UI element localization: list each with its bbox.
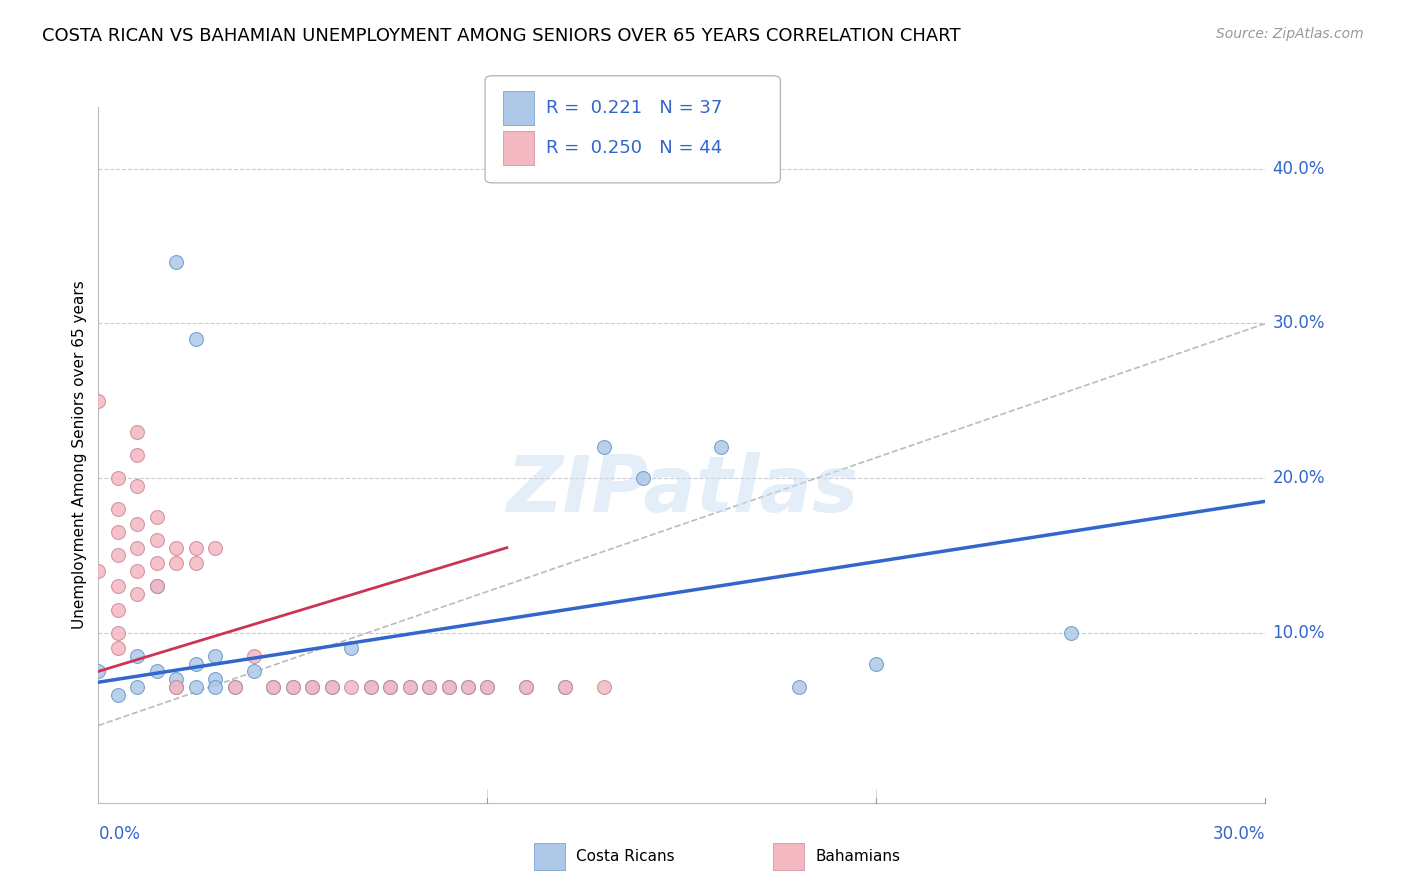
Point bbox=[262, 680, 284, 694]
Point bbox=[127, 564, 149, 578]
Point bbox=[107, 688, 129, 702]
Point bbox=[146, 533, 169, 547]
Text: 20.0%: 20.0% bbox=[1272, 469, 1324, 487]
Y-axis label: Unemployment Among Seniors over 65 years: Unemployment Among Seniors over 65 years bbox=[72, 281, 87, 629]
Point bbox=[321, 680, 343, 694]
Point bbox=[204, 648, 226, 663]
Point bbox=[165, 541, 187, 555]
Point bbox=[593, 680, 616, 694]
Text: Costa Ricans: Costa Ricans bbox=[576, 848, 675, 863]
Point bbox=[165, 680, 187, 694]
Text: 30.0%: 30.0% bbox=[1213, 825, 1265, 843]
Text: 30.0%: 30.0% bbox=[1272, 315, 1324, 333]
Text: 10.0%: 10.0% bbox=[1272, 624, 1324, 641]
Point bbox=[262, 680, 284, 694]
Point bbox=[515, 680, 537, 694]
Point bbox=[477, 680, 499, 694]
Point bbox=[107, 502, 129, 516]
Point bbox=[340, 641, 363, 656]
Point bbox=[87, 393, 110, 408]
Point bbox=[631, 471, 654, 485]
Point bbox=[127, 587, 149, 601]
Point bbox=[301, 680, 323, 694]
Text: 40.0%: 40.0% bbox=[1272, 160, 1324, 178]
Point bbox=[184, 680, 207, 694]
Text: R =  0.250   N = 44: R = 0.250 N = 44 bbox=[546, 139, 721, 157]
Point bbox=[127, 541, 149, 555]
Point bbox=[146, 579, 169, 593]
Point bbox=[457, 680, 479, 694]
Point bbox=[184, 657, 207, 671]
Text: ZIPatlas: ZIPatlas bbox=[506, 451, 858, 528]
Point bbox=[184, 541, 207, 555]
Point bbox=[146, 665, 169, 679]
Point bbox=[107, 641, 129, 656]
Point bbox=[127, 680, 149, 694]
Point bbox=[243, 648, 266, 663]
Point bbox=[398, 680, 420, 694]
Point bbox=[107, 602, 129, 616]
Point bbox=[107, 579, 129, 593]
Point bbox=[146, 579, 169, 593]
Point bbox=[165, 680, 187, 694]
Point bbox=[184, 556, 207, 570]
Point bbox=[321, 680, 343, 694]
Point bbox=[515, 680, 537, 694]
Point bbox=[378, 680, 402, 694]
Point bbox=[224, 680, 246, 694]
Point bbox=[360, 680, 382, 694]
Point bbox=[146, 556, 169, 570]
Point bbox=[204, 541, 226, 555]
Point bbox=[554, 680, 576, 694]
Point bbox=[243, 665, 266, 679]
Point bbox=[127, 648, 149, 663]
Point bbox=[340, 680, 363, 694]
Point bbox=[127, 479, 149, 493]
Point bbox=[107, 525, 129, 540]
Point bbox=[107, 549, 129, 563]
Text: COSTA RICAN VS BAHAMIAN UNEMPLOYMENT AMONG SENIORS OVER 65 YEARS CORRELATION CHA: COSTA RICAN VS BAHAMIAN UNEMPLOYMENT AMO… bbox=[42, 27, 960, 45]
Point bbox=[127, 517, 149, 532]
Point bbox=[107, 625, 129, 640]
Point bbox=[224, 680, 246, 694]
Point bbox=[127, 425, 149, 439]
Point bbox=[165, 556, 187, 570]
Point bbox=[593, 440, 616, 454]
Point bbox=[787, 680, 810, 694]
Text: Bahamians: Bahamians bbox=[815, 848, 900, 863]
Point bbox=[107, 471, 129, 485]
Point bbox=[457, 680, 479, 694]
Text: R =  0.221   N = 37: R = 0.221 N = 37 bbox=[546, 99, 721, 117]
Point bbox=[418, 680, 440, 694]
Point bbox=[184, 332, 207, 346]
Point bbox=[710, 440, 733, 454]
Point bbox=[437, 680, 460, 694]
Text: 0.0%: 0.0% bbox=[98, 825, 141, 843]
Point bbox=[165, 672, 187, 686]
Point bbox=[301, 680, 323, 694]
Point bbox=[865, 657, 887, 671]
Point bbox=[477, 680, 499, 694]
Point bbox=[204, 672, 226, 686]
Text: Source: ZipAtlas.com: Source: ZipAtlas.com bbox=[1216, 27, 1364, 41]
Point bbox=[378, 680, 402, 694]
Point bbox=[87, 665, 110, 679]
Point bbox=[204, 680, 226, 694]
Point bbox=[87, 564, 110, 578]
Point bbox=[281, 680, 304, 694]
Point bbox=[554, 680, 576, 694]
Point bbox=[1060, 625, 1083, 640]
Point bbox=[146, 509, 169, 524]
Point bbox=[360, 680, 382, 694]
Point bbox=[281, 680, 304, 694]
Point bbox=[418, 680, 440, 694]
Point bbox=[165, 254, 187, 268]
Point bbox=[398, 680, 420, 694]
Point bbox=[437, 680, 460, 694]
Point bbox=[127, 448, 149, 462]
